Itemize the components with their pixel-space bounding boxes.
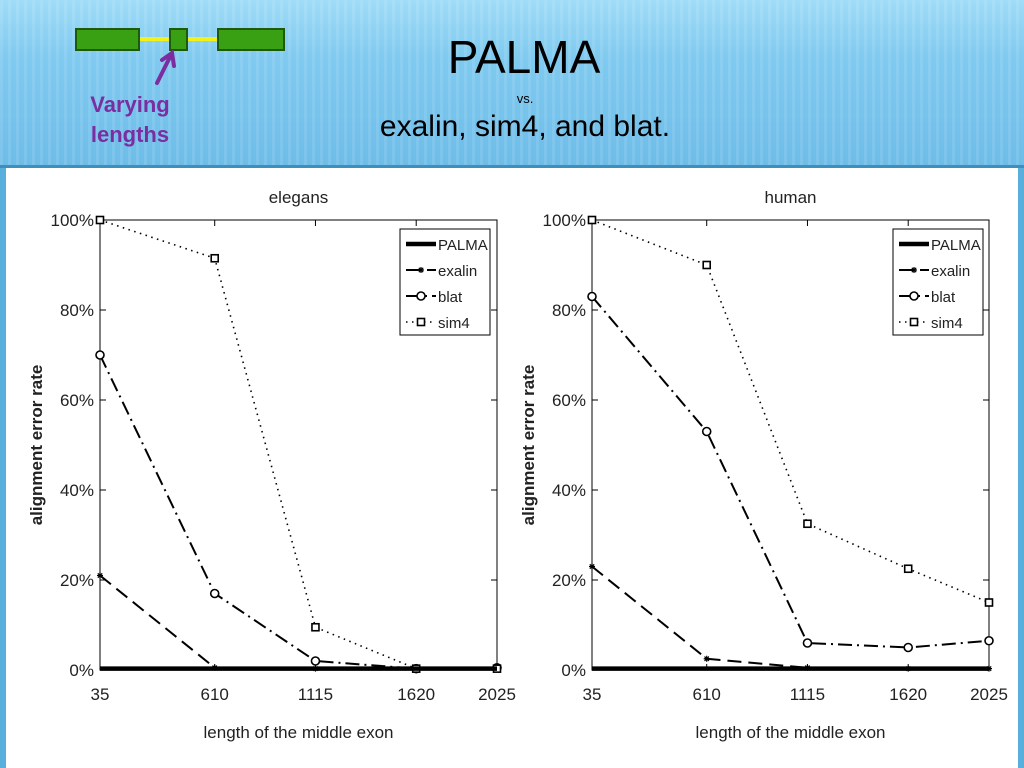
x-axis-label: length of the middle exon — [696, 723, 886, 742]
varying-lengths-label: Varying lengths — [90, 92, 170, 147]
series-line — [99, 354, 498, 670]
series-sim4 — [587, 215, 994, 607]
x-tick-label: 1620 — [889, 685, 927, 704]
y-tick-label: 20% — [60, 571, 94, 590]
legend-label: sim4 — [931, 315, 963, 332]
data-point — [95, 215, 105, 225]
slide-title: PALMA — [447, 31, 601, 83]
series-exalin — [589, 563, 992, 672]
legend-label: PALMA — [438, 237, 488, 254]
legend-marker — [909, 317, 919, 327]
data-point — [984, 598, 994, 607]
legend-label: blat — [931, 289, 956, 306]
chart-title: human — [765, 188, 817, 207]
legend-label: sim4 — [438, 315, 470, 332]
x-tick-label: 1115 — [298, 685, 333, 704]
slide-subtitle: exalin, sim4, and blat. — [379, 110, 671, 143]
data-point — [209, 588, 220, 599]
legend-label: PALMA — [931, 237, 981, 254]
header-divider — [0, 165, 1024, 168]
legend-marker — [909, 291, 919, 301]
series-line — [591, 219, 990, 604]
data-point — [97, 572, 103, 579]
y-tick-label: 0% — [69, 661, 94, 680]
x-tick-label: 1115 — [790, 685, 825, 704]
y-tick-label: 100% — [51, 211, 94, 230]
exon-right — [217, 28, 285, 51]
data-point — [587, 215, 597, 225]
x-tick-label: 610 — [201, 685, 229, 704]
y-tick-label: 80% — [552, 301, 586, 320]
legend: PALMA exalin blat sim4 — [399, 228, 491, 336]
legend-marker — [416, 291, 426, 301]
x-tick-label: 35 — [583, 685, 602, 704]
x-tick-label: 35 — [91, 685, 110, 704]
x-tick-label: 2025 — [478, 685, 516, 704]
legend-marker — [911, 267, 917, 273]
y-axis-label: alignment error rate — [27, 365, 46, 526]
x-axis-label: length of the middle exon — [204, 723, 394, 742]
data-point — [311, 622, 320, 632]
data-point — [903, 564, 913, 574]
data-point — [589, 563, 595, 570]
series-exalin — [97, 572, 500, 672]
exon-diagram — [75, 28, 285, 85]
y-tick-label: 40% — [60, 481, 94, 500]
legend-label: blat — [438, 289, 463, 306]
data-point — [802, 638, 813, 648]
y-tick-label: 80% — [60, 301, 94, 320]
legend-label: exalin — [438, 263, 477, 280]
y-tick-label: 20% — [552, 571, 586, 590]
data-point — [210, 253, 220, 263]
data-point — [702, 260, 712, 270]
chart-elegans: elegans 0% 20% 40% 60% 80% 100% 35 610 1115 1620 20… — [27, 188, 516, 742]
series-line — [99, 574, 497, 670]
x-tick-label: 610 — [693, 685, 721, 704]
y-tick-label: 0% — [561, 661, 586, 680]
legend-marker — [418, 267, 424, 273]
y-tick-label: 40% — [552, 481, 586, 500]
x-tick-label: 2025 — [970, 685, 1008, 704]
data-point — [701, 426, 712, 437]
right-border — [1018, 168, 1024, 768]
left-border — [0, 168, 6, 768]
chart-human: human 0% 20% 40% 60% 80% 100% 35 610 1115 1620 2025… — [519, 188, 1008, 742]
legend-marker — [416, 317, 426, 327]
exon-middle — [169, 28, 188, 51]
series-blat — [95, 350, 502, 674]
y-tick-label: 100% — [543, 211, 586, 230]
legend-box — [892, 228, 984, 336]
data-point — [703, 655, 710, 662]
slide-vs: vs. — [516, 91, 534, 106]
data-point — [95, 350, 105, 360]
data-point — [587, 291, 597, 302]
data-point — [984, 635, 994, 646]
series-blat — [587, 291, 994, 653]
y-tick-label: 60% — [552, 391, 586, 410]
data-point — [803, 519, 812, 529]
slide-header — [0, 0, 1024, 165]
y-tick-label: 60% — [60, 391, 94, 410]
data-point — [903, 642, 914, 653]
x-tick-label: 1620 — [397, 685, 435, 704]
series-line — [591, 565, 989, 670]
chart-title: elegans — [269, 188, 329, 207]
legend: PALMA exalin blat sim4 — [892, 228, 984, 336]
data-point — [310, 656, 321, 666]
series-line — [591, 295, 990, 649]
y-axis-label: alignment error rate — [519, 365, 538, 526]
arrow-icon — [155, 49, 176, 85]
exon-left — [75, 28, 140, 51]
legend-box — [399, 228, 491, 336]
legend-label: exalin — [931, 263, 970, 280]
